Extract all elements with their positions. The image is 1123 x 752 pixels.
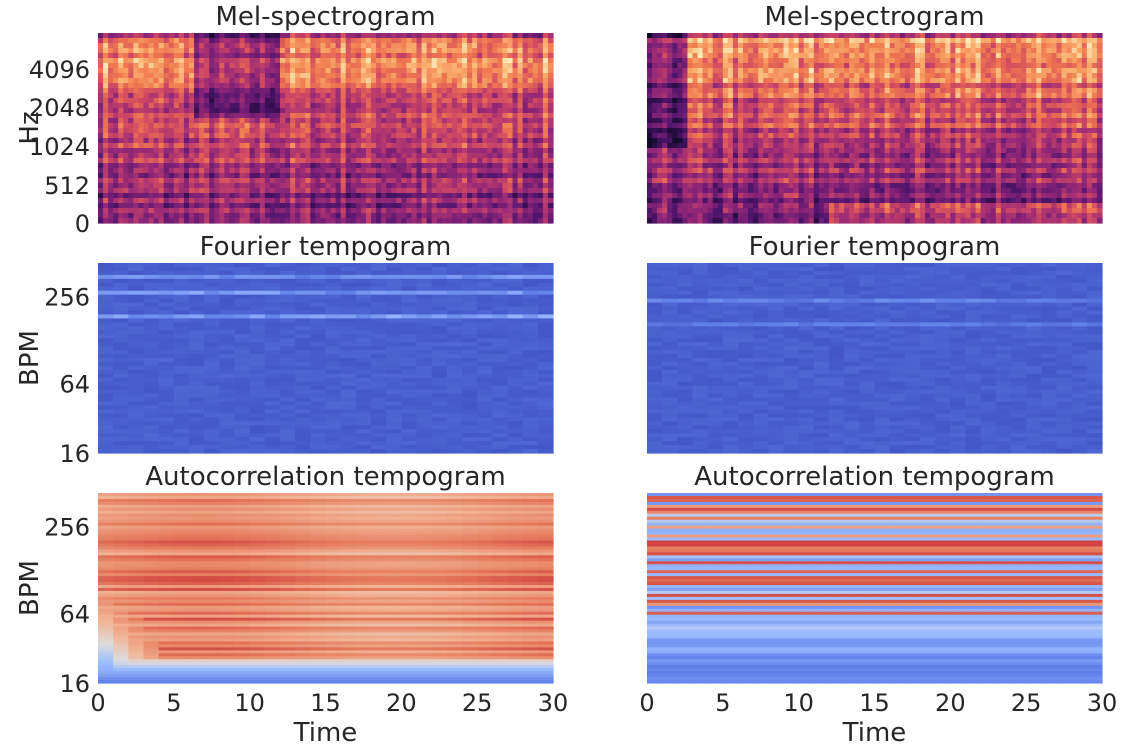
y-tick-label: 4096	[29, 56, 90, 84]
heatmap-top-left	[98, 33, 554, 224]
panel-bottom-left: Autocorrelation tempogram 16 64 256 BPM 0 5 10 1…	[15, 462, 568, 748]
y-tick-label: 512	[44, 172, 90, 200]
panel-middle-right: Fourier tempogram	[647, 232, 1103, 454]
x-tick-label: 10	[234, 689, 265, 717]
y-axis-label: Hz	[15, 111, 45, 144]
panel-top-right: Mel-spectrogram	[647, 2, 1103, 224]
heatmap-top-right	[647, 33, 1103, 224]
panel-title: Fourier tempogram	[749, 232, 1001, 262]
panel-top-left: Mel-spectrogram 0 512 1024 2048 4096 Hz	[15, 2, 554, 238]
x-tick-label: 30	[538, 689, 569, 717]
x-tick-label: 5	[166, 689, 181, 717]
y-axis-label: BPM	[15, 560, 45, 616]
panel-title: Mel-spectrogram	[215, 2, 435, 32]
y-tick-label: 256	[44, 283, 90, 311]
x-tick-label: 20	[386, 689, 417, 717]
x-axis-label: Time	[842, 718, 907, 748]
heatmap-bottom-right	[647, 493, 1103, 684]
x-tick-label: 10	[783, 689, 814, 717]
panel-middle-left: Fourier tempogram 16 64 256 BPM	[15, 232, 554, 468]
y-tick-label: 2048	[29, 94, 90, 122]
y-tick-label: 16	[59, 670, 90, 698]
x-tick-label: 30	[1087, 689, 1118, 717]
y-tick-label: 16	[59, 440, 90, 468]
heatmap-bottom-left	[98, 493, 554, 684]
panel-title: Mel-spectrogram	[764, 2, 984, 32]
y-tick-label: 0	[75, 210, 90, 238]
panel-title: Autocorrelation tempogram	[694, 462, 1055, 492]
y-tick-label: 64	[59, 371, 90, 399]
x-tick-label: 0	[90, 689, 105, 717]
y-axis-label: BPM	[15, 330, 45, 386]
x-tick-label: 15	[859, 689, 890, 717]
panel-bottom-right: Autocorrelation tempogram 0 5 10 15 20 25 30 Tim…	[639, 462, 1117, 748]
x-axis-label: Time	[293, 718, 358, 748]
x-tick-label: 0	[639, 689, 654, 717]
heatmap-middle-left	[98, 263, 554, 454]
x-tick-label: 15	[310, 689, 341, 717]
x-tick-label: 20	[935, 689, 966, 717]
panel-title: Fourier tempogram	[200, 232, 452, 262]
x-tick-label: 25	[1011, 689, 1042, 717]
y-tick-label: 1024	[29, 133, 90, 161]
x-tick-label: 5	[715, 689, 730, 717]
x-tick-label: 25	[462, 689, 493, 717]
heatmap-middle-right	[647, 263, 1103, 454]
panel-title: Autocorrelation tempogram	[145, 462, 506, 492]
y-tick-label: 64	[59, 601, 90, 629]
y-tick-label: 256	[44, 513, 90, 541]
